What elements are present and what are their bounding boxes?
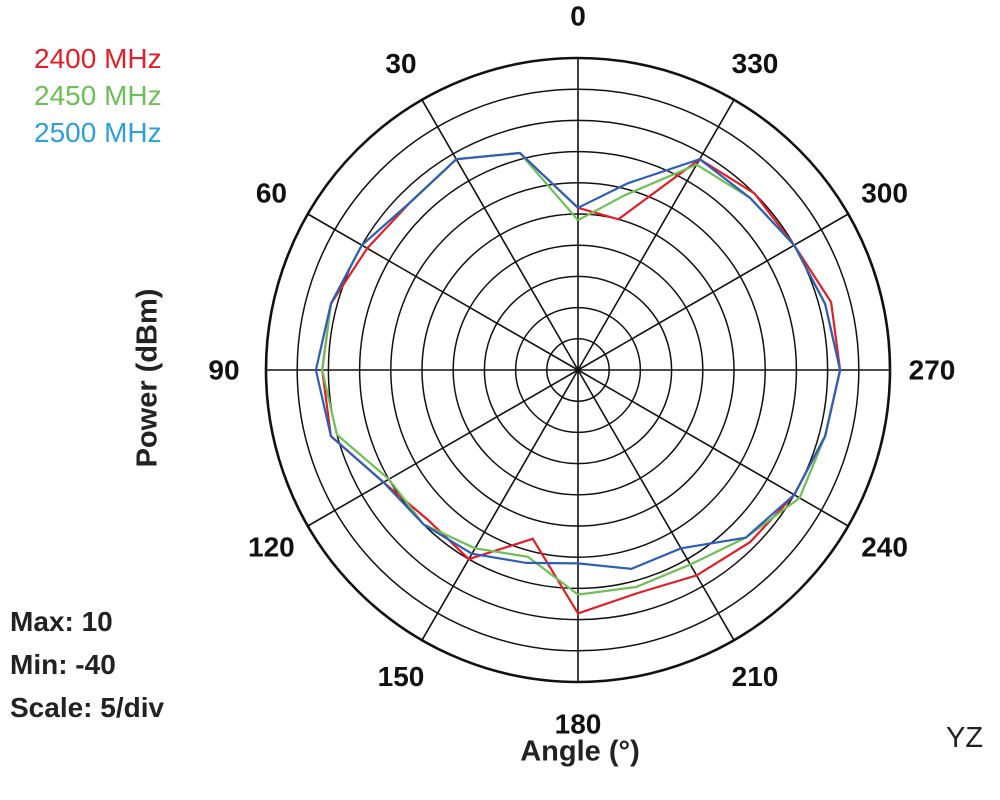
grid-spoke: [421, 369, 579, 641]
grid-spoke: [307, 213, 579, 371]
angle-tick-label: 180: [555, 709, 602, 740]
series-traces: [314, 151, 842, 615]
series-line-3: [314, 151, 842, 571]
polar-grid: [264, 56, 892, 684]
angle-tick-label: 300: [861, 178, 908, 209]
grid-spoke: [307, 369, 579, 527]
angle-tick-label: 270: [909, 355, 956, 386]
legend: 2400 MHz 2450 MHz 2500 MHz: [34, 40, 162, 151]
grid-spoke: [577, 213, 849, 371]
angle-tick-label: 240: [861, 532, 908, 563]
min-label: Min: -40: [10, 649, 116, 680]
y-axis-label: Power (dBm): [131, 288, 164, 468]
max-label: Max: 10: [10, 606, 113, 637]
angle-tick-label: 120: [248, 532, 295, 563]
angle-tick-label: 60: [256, 178, 287, 209]
grid-spoke: [421, 99, 579, 371]
legend-entry-2400: 2400 MHz: [34, 43, 162, 74]
legend-entry-2450: 2450 MHz: [34, 80, 162, 111]
grid-spoke: [577, 99, 735, 371]
angle-tick-label: 210: [732, 661, 779, 692]
scale-info: Max: 10 Min: -40 Scale: 5/div: [10, 600, 164, 729]
angle-tick-label: 30: [385, 48, 416, 79]
x-axis-label: Angle (°): [520, 735, 640, 768]
angle-tick-labels: 0 30 60 90 120 150 180 210 240 270 300 330: [208, 1, 955, 740]
grid-spoke: [577, 369, 735, 641]
plane-label: YZ: [946, 722, 984, 754]
angle-tick-label: 150: [378, 661, 425, 692]
angle-tick-label: 90: [208, 355, 239, 386]
angle-tick-label: 0: [570, 1, 586, 32]
legend-entry-2500: 2500 MHz: [34, 117, 162, 148]
angle-tick-label: 330: [732, 48, 779, 79]
grid-spoke: [577, 369, 849, 527]
scale-label: Scale: 5/div: [10, 692, 165, 723]
